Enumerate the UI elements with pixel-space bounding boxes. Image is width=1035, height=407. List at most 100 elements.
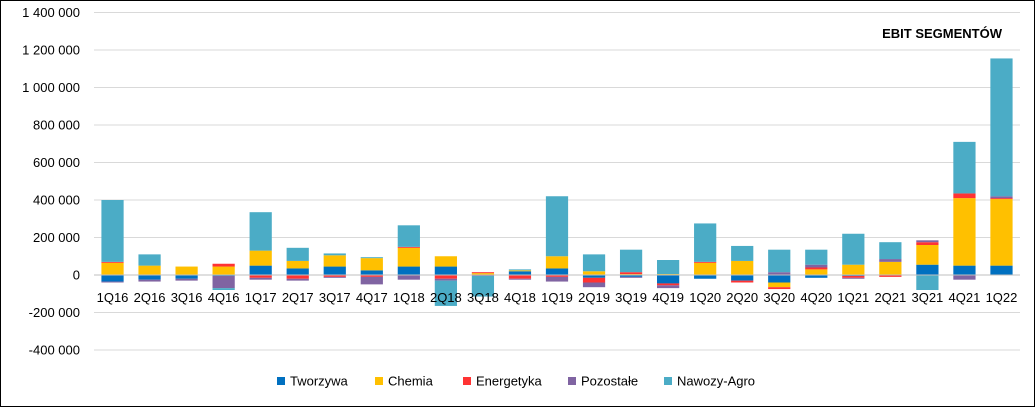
bar-nawozy-agro-1q17 (249, 212, 272, 251)
bar-tworzywa-3q19 (619, 275, 643, 277)
x-tick-label: 1Q22 (986, 290, 1018, 305)
bar-pozosta-e-1q19 (545, 276, 569, 282)
bar-energetyka-2q19 (582, 277, 606, 283)
bar-chemia-1q21 (842, 264, 865, 275)
bar-energetyka-2q21 (879, 275, 902, 277)
bar-chemia-3q17 (323, 255, 346, 267)
bar-nawozy-agro-2q20 (731, 245, 754, 261)
bar-nawozy-agro-2q17 (286, 247, 309, 261)
x-tick-label: 2Q21 (874, 290, 906, 305)
bar-nawozy-agro-2q19 (582, 254, 606, 272)
bar-nawozy-agro-3q18 (471, 275, 495, 297)
bar-pozosta-e-2q16 (138, 279, 161, 282)
bar-tworzywa-2q16 (138, 275, 161, 280)
bar-nawozy-agro-3q20 (768, 249, 791, 273)
bar-chemia-4q16 (212, 266, 235, 275)
bar-pozosta-e-3q16 (175, 278, 198, 281)
bar-energetyka-4q21 (953, 193, 976, 199)
bar-nawozy-agro-2q16 (138, 254, 161, 266)
bar-nawozy-agro-1q21 (842, 233, 865, 265)
bar-pozosta-e-3q21 (916, 240, 939, 243)
legend-swatch-tworzywa (277, 377, 285, 385)
bar-nawozy-agro-1q22 (990, 58, 1013, 197)
bar-tworzywa-1q22 (990, 265, 1013, 275)
bar-tworzywa-2q20 (731, 275, 754, 281)
bar-nawozy-agro-3q21 (916, 275, 939, 290)
y-tick-label: 1 200 000 (22, 43, 80, 58)
bar-tworzywa-4q21 (953, 265, 976, 275)
bar-chemia-1q20 (694, 262, 717, 275)
bar-nawozy-agro-4q16 (212, 288, 235, 290)
bar-pozosta-e-1q21 (842, 277, 865, 279)
bar-pozosta-e-4q16 (212, 275, 235, 289)
y-tick-label: 800 000 (33, 118, 80, 133)
bar-tworzywa-1q17 (249, 265, 272, 275)
x-tick-label: 2Q18 (430, 290, 462, 305)
x-tick-label: 4Q18 (504, 290, 536, 305)
bar-chemia-4q20 (805, 269, 828, 275)
legend-label-tworzywa: Tworzywa (290, 374, 349, 389)
bar-pozosta-e-1q16 (101, 281, 124, 283)
bar-pozosta-e-3q17 (323, 276, 346, 278)
bar-chemia-1q16 (101, 262, 124, 275)
bar-chemia-1q18 (397, 247, 420, 267)
bar-pozosta-e-3q19 (619, 276, 643, 278)
bar-energetyka-4q20 (805, 267, 828, 270)
bar-chemia-4q21 (953, 198, 976, 266)
x-tick-label: 3Q16 (171, 290, 203, 305)
bar-tworzywa-2q19 (582, 275, 606, 278)
bar-pozosta-e-2q21 (879, 259, 902, 262)
bar-energetyka-4q18 (508, 275, 532, 279)
legend-swatch-nawozy-agro (664, 377, 672, 385)
bar-chemia-2q17 (286, 260, 309, 269)
bar-energetyka-1q16 (101, 261, 124, 263)
chart-title: EBIT SEGMENTÓW (882, 26, 1003, 41)
x-tick-label: 3Q18 (467, 290, 499, 305)
bar-tworzywa-1q16 (101, 275, 124, 282)
bar-tworzywa-1q18 (397, 266, 420, 275)
bar-energetyka-3q19 (619, 272, 643, 275)
bar-energetyka-1q18 (397, 246, 420, 248)
bar-nawozy-agro-3q19 (619, 249, 643, 273)
bar-tworzywa-3q20 (768, 275, 791, 283)
y-tick-label: 1 400 000 (22, 5, 80, 20)
bar-tworzywa-4q17 (360, 270, 383, 275)
legend-label-nawozy-agro: Nawozy-Agro (677, 374, 755, 389)
bar-energetyka-1q19 (545, 275, 569, 277)
x-tick-label: 4Q17 (356, 290, 388, 305)
x-tick-label: 4Q19 (652, 290, 684, 305)
bar-energetyka-3q18 (471, 272, 495, 274)
gridlines (94, 12, 1020, 351)
bar-nawozy-agro-4q17 (360, 257, 383, 259)
bar-energetyka-2q17 (286, 275, 309, 279)
bar-pozosta-e-2q17 (286, 278, 309, 281)
legend-swatch-chemia (375, 377, 383, 385)
bar-nawozy-agro-3q17 (323, 253, 346, 256)
bar-chemia-2q21 (879, 261, 902, 275)
bar-pozosta-e-2q18 (434, 278, 457, 281)
bar-tworzywa-1q20 (694, 275, 717, 279)
bar-energetyka-1q22 (990, 198, 1013, 200)
bar-energetyka-3q21 (916, 242, 939, 245)
bar-nawozy-agro-1q16 (101, 200, 124, 262)
bar-nawozy-agro-4q18 (508, 269, 532, 271)
y-tick-label: 600 000 (33, 155, 80, 170)
x-tick-label: 2Q17 (282, 290, 314, 305)
y-tick-label: 0 (73, 268, 80, 283)
x-tick-label: 1Q17 (245, 290, 277, 305)
bar-pozosta-e-1q18 (397, 275, 420, 280)
x-tick-label: 3Q17 (319, 290, 351, 305)
bar-tworzywa-1q19 (545, 268, 569, 275)
legend-swatch-energetyka (463, 377, 471, 385)
bar-nawozy-agro-4q19 (657, 260, 680, 275)
legend-label-chemia: Chemia (388, 374, 434, 389)
bar-energetyka-4q17 (360, 275, 383, 277)
bar-energetyka-1q21 (842, 275, 865, 278)
x-tick-label: 1Q18 (393, 290, 425, 305)
y-tick-label: 400 000 (33, 193, 80, 208)
bar-tworzywa-4q19 (657, 275, 680, 284)
bar-chemia-2q16 (138, 265, 161, 275)
x-tick-label: 2Q19 (578, 290, 610, 305)
x-tick-label: 3Q20 (763, 290, 795, 305)
